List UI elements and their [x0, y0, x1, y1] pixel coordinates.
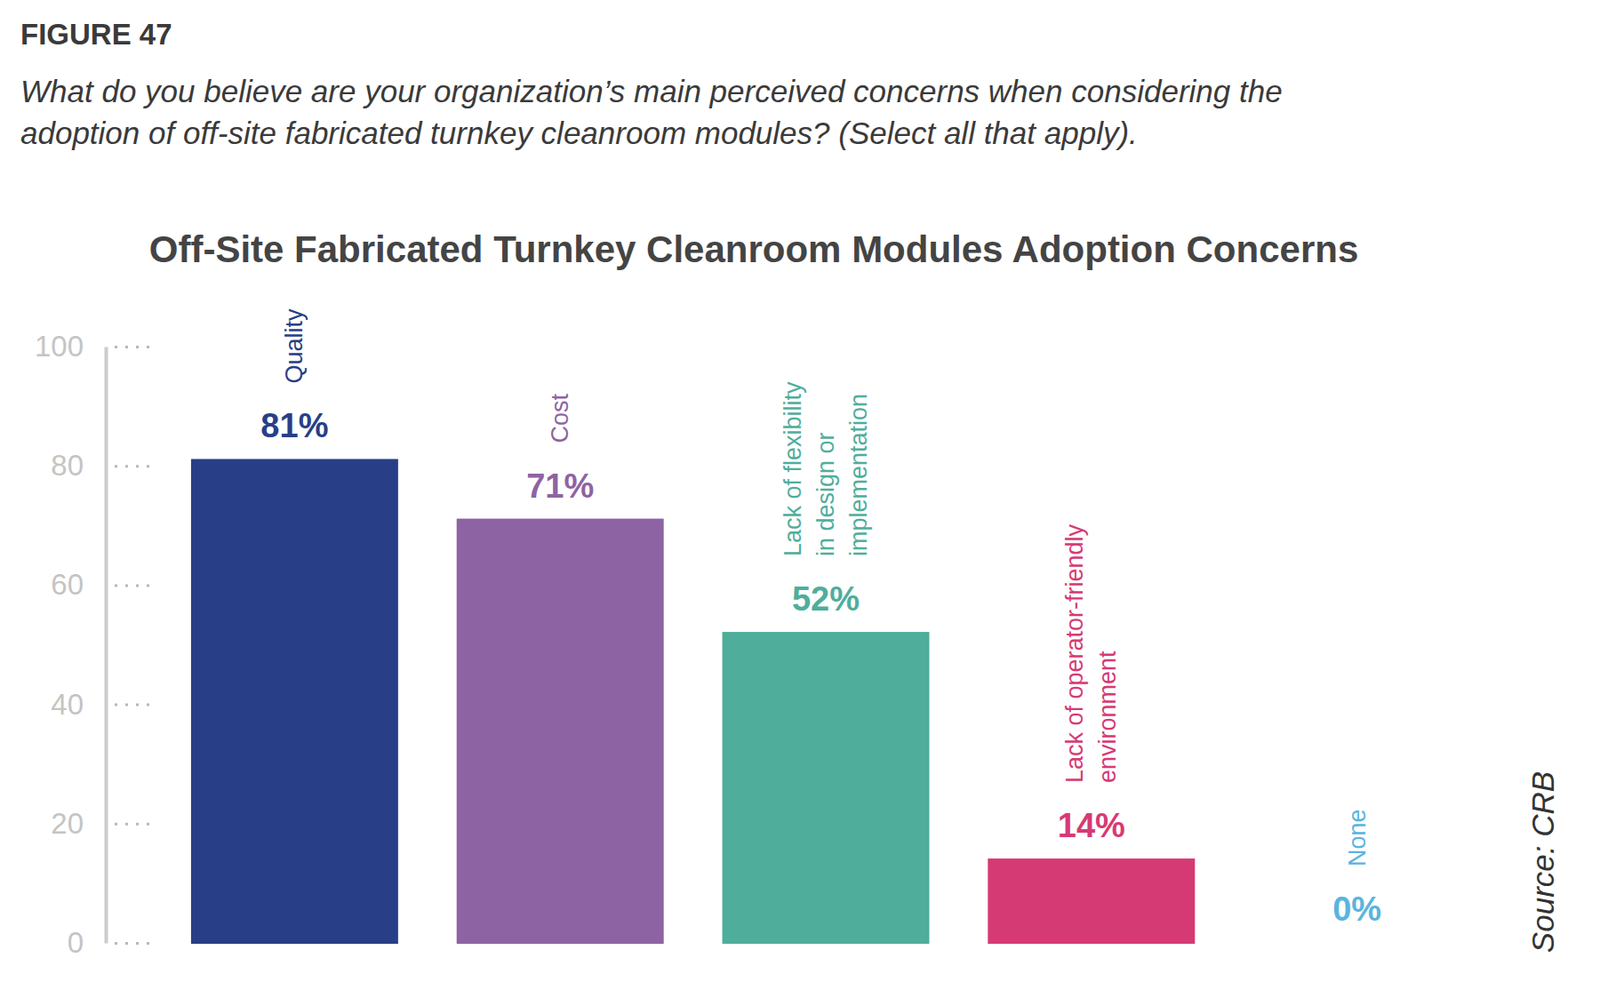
y-tick: 60: [50, 568, 151, 601]
y-tick-mark: [114, 942, 151, 945]
source: Source: CRB: [1525, 771, 1560, 953]
category-label: Quality: [280, 308, 308, 384]
y-tick-label: 80: [50, 448, 84, 482]
y-tick-mark: [114, 345, 151, 349]
category-label-line: environment: [1094, 650, 1121, 784]
y-tick-label: 20: [50, 807, 84, 840]
figure-label: FIGURE 47: [20, 17, 173, 51]
y-tick: 100: [34, 329, 151, 363]
subtitle: What do you believe are your organizatio…: [20, 73, 1283, 151]
category-label: Cost: [546, 393, 574, 444]
data-label: 0%: [1332, 890, 1382, 928]
y-tick-mark: [114, 823, 151, 826]
category-label-line: None: [1344, 808, 1371, 867]
chart-title: Off-Site Fabricated Turnkey Cleanroom Mo…: [149, 228, 1359, 271]
category-label-line: Cost: [546, 393, 574, 444]
y-tick-mark: [114, 584, 151, 587]
category-labels: Quality Cost Lack of flexibilityin design …: [280, 308, 1370, 867]
y-tick: 0: [67, 926, 151, 960]
y-tick-mark: [114, 464, 151, 468]
y-tick: 20: [50, 807, 151, 840]
subtitle-line: adoption of off-site fabricated turnkey …: [20, 115, 1138, 151]
bars: [192, 459, 1194, 944]
category-label: Lack of operator-friendlyenvironment: [1061, 523, 1121, 784]
chart-svg: FIGURE 47 What do you believe are your or…: [0, 0, 1600, 1006]
category-label: None: [1344, 808, 1371, 867]
category-label-line: Lack of flexibility: [779, 381, 807, 557]
bar: [1254, 942, 1460, 944]
bar: [723, 632, 929, 944]
y-tick-mark: [114, 704, 151, 707]
y-tick: 40: [50, 688, 151, 721]
y-tick-label: 100: [34, 329, 84, 363]
y-axis: 0 20 40 60 80 100: [34, 329, 151, 960]
category-label-line: implementation: [845, 393, 872, 557]
data-label: 71%: [526, 467, 594, 505]
data-label: 52%: [792, 580, 860, 618]
y-tick-label: 0: [67, 926, 84, 960]
y-tick-label: 60: [50, 568, 84, 601]
y-tick-label: 40: [50, 688, 84, 721]
category-label: Lack of flexibilityin design orimplement…: [779, 381, 872, 557]
category-label-line: Quality: [280, 308, 308, 384]
bar: [988, 859, 1194, 944]
subtitle-line: What do you believe are your organizatio…: [20, 73, 1283, 109]
bar: [192, 459, 398, 944]
data-label: 81%: [260, 407, 328, 445]
category-label-line: in design or: [812, 432, 840, 557]
y-axis-line: [104, 347, 109, 944]
data-label: 14%: [1057, 807, 1126, 845]
y-tick: 80: [50, 448, 151, 482]
data-labels: 81% 71% 52% 14% 0%: [260, 407, 1382, 928]
category-label-line: Lack of operator-friendly: [1061, 523, 1088, 784]
bar: [457, 520, 664, 944]
